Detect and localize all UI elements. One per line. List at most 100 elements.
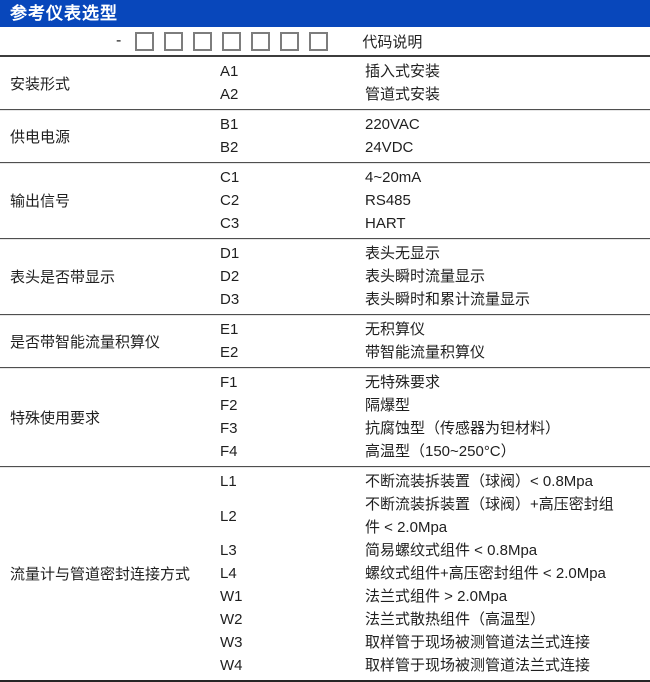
option-code: F4 <box>220 443 238 460</box>
option-row: F2 隔爆型 <box>220 394 650 417</box>
option-code: F2 <box>220 397 238 414</box>
section-options: C1 4~20mA C2 RS485 C3 HART <box>220 163 650 238</box>
option-row: C2 RS485 <box>220 189 650 212</box>
option-description: 无特殊要求 <box>365 374 441 391</box>
option-row: L3 简易螺纹式组件 < 0.8Mpa <box>220 539 650 562</box>
code-box <box>280 31 300 51</box>
option-code: E2 <box>220 344 239 361</box>
option-row: B2 24VDC <box>220 136 650 159</box>
option-row: L4 螺纹式组件+高压密封组件 < 2.0Mpa <box>220 562 650 585</box>
option-code: D2 <box>220 268 240 285</box>
option-row: W1 法兰式组件 > 2.0Mpa <box>220 585 650 608</box>
option-description: 法兰式组件 > 2.0Mpa <box>365 588 508 605</box>
code-box <box>251 31 271 51</box>
option-row: L1 不断流装拆装置（球阀）< 0.8Mpa <box>220 470 650 493</box>
option-row: A2 管道式安装 <box>220 83 650 106</box>
option-code: W3 <box>220 634 243 651</box>
option-description: 不断流装拆装置（球阀）+高压密封组件 < 2.0Mpa <box>365 496 614 536</box>
option-row: C3 HART <box>220 212 650 235</box>
selection-table: 安装形式 A1 插入式安装 A2 管道式安装 供电电源 B1 220VAC B2… <box>0 57 650 682</box>
option-row: W3 取样管于现场被测管道法兰式连接 <box>220 631 650 654</box>
selection-section: 安装形式 A1 插入式安装 A2 管道式安装 <box>0 57 650 110</box>
option-code: L2 <box>220 507 237 525</box>
option-code: A1 <box>220 63 239 80</box>
option-description: 不断流装拆装置（球阀）< 0.8Mpa <box>365 473 593 490</box>
section-category-label: 流量计与管道密封连接方式 <box>10 566 191 583</box>
option-code: B2 <box>220 139 239 156</box>
option-code: C1 <box>220 169 240 186</box>
section-options: D1 表头无显示 D2 表头瞬时流量显示 D3 表头瞬时和累计流量显示 <box>220 239 650 314</box>
option-row: A1 插入式安装 <box>220 60 650 83</box>
section-category-cell: 是否带智能流量积算仪 <box>0 315 220 367</box>
option-row: L2 不断流装拆装置（球阀）+高压密封组件 < 2.0Mpa <box>220 493 650 539</box>
selection-section: 是否带智能流量积算仪 E1 无积算仪 E2 带智能流量积算仪 <box>0 315 650 368</box>
option-description: 取样管于现场被测管道法兰式连接 <box>365 657 591 674</box>
code-box <box>309 31 329 51</box>
selection-section: 输出信号 C1 4~20mA C2 RS485 C3 HART <box>0 163 650 239</box>
section-category-cell: 表头是否带显示 <box>0 239 220 314</box>
option-code: C2 <box>220 192 240 209</box>
option-row: D2 表头瞬时流量显示 <box>220 265 650 288</box>
option-row: C1 4~20mA <box>220 166 650 189</box>
code-box <box>193 31 213 51</box>
option-code: L4 <box>220 565 237 582</box>
option-description: 表头瞬时流量显示 <box>365 268 486 285</box>
section-category-label: 表头是否带显示 <box>10 269 116 286</box>
selection-section: 表头是否带显示 D1 表头无显示 D2 表头瞬时流量显示 D3 表头瞬时和累计流… <box>0 239 650 315</box>
option-description: 隔爆型 <box>365 397 411 414</box>
option-code: W4 <box>220 657 243 674</box>
section-category-cell: 安装形式 <box>0 57 220 109</box>
option-row: F4 高温型（150~250°C） <box>220 440 650 463</box>
section-category-cell: 特殊使用要求 <box>0 368 220 466</box>
option-description: 无积算仪 <box>365 321 426 338</box>
section-category-cell: 流量计与管道密封连接方式 <box>0 467 220 680</box>
option-code: L1 <box>220 473 237 490</box>
option-description: 管道式安装 <box>365 86 441 103</box>
section-category-label: 安装形式 <box>10 75 71 93</box>
option-row: F1 无特殊要求 <box>220 371 650 394</box>
option-row: E1 无积算仪 <box>220 318 650 341</box>
option-description: 插入式安装 <box>365 63 441 80</box>
option-row: F3 抗腐蚀型（传感器为钽材料） <box>220 417 650 440</box>
option-row: W2 法兰式散热组件（高温型） <box>220 608 650 631</box>
section-category-cell: 供电电源 <box>0 110 220 162</box>
option-description: 简易螺纹式组件 < 0.8Mpa <box>365 542 538 559</box>
option-row: D3 表头瞬时和累计流量显示 <box>220 288 650 311</box>
code-box <box>135 31 155 51</box>
page-title: 参考仪表选型 <box>10 4 118 23</box>
section-category-cell: 输出信号 <box>0 163 220 238</box>
section-options: L1 不断流装拆装置（球阀）< 0.8Mpa L2 不断流装拆装置（球阀）+高压… <box>220 467 650 680</box>
section-options: F1 无特殊要求 F2 隔爆型 F3 抗腐蚀型（传感器为钽材料） F4 高温型（… <box>220 368 650 466</box>
code-box <box>222 31 242 51</box>
option-description: 表头无显示 <box>365 245 441 262</box>
code-description-label: 代码说明 <box>362 33 423 51</box>
option-row: D1 表头无显示 <box>220 242 650 265</box>
option-code: W1 <box>220 588 243 605</box>
option-code: B1 <box>220 116 239 133</box>
option-code: E1 <box>220 321 239 338</box>
option-description: 法兰式散热组件（高温型） <box>365 611 546 628</box>
option-row: W4 取样管于现场被测管道法兰式连接 <box>220 654 650 677</box>
section-options: A1 插入式安装 A2 管道式安装 <box>220 57 650 109</box>
code-box <box>164 31 184 51</box>
option-description: 24VDC <box>365 139 414 156</box>
option-code: F3 <box>220 420 238 437</box>
selection-section: 特殊使用要求 F1 无特殊要求 F2 隔爆型 F3 抗腐蚀型（传感器为钽材料） … <box>0 368 650 467</box>
option-code: D1 <box>220 245 240 262</box>
option-code: A2 <box>220 86 239 103</box>
selection-section: 供电电源 B1 220VAC B2 24VDC <box>0 110 650 163</box>
section-category-label: 输出信号 <box>10 193 71 210</box>
option-row: E2 带智能流量积算仪 <box>220 341 650 364</box>
section-category-label: 特殊使用要求 <box>10 409 101 427</box>
code-dash: - <box>116 32 122 49</box>
option-description: RS485 <box>365 192 411 209</box>
option-row: B1 220VAC <box>220 113 650 136</box>
option-description: 220VAC <box>365 116 420 133</box>
option-description: HART <box>365 215 406 232</box>
section-category-label: 是否带智能流量积算仪 <box>10 333 161 351</box>
option-code: D3 <box>220 291 240 308</box>
option-description: 抗腐蚀型（传感器为钽材料） <box>365 420 561 437</box>
section-options: B1 220VAC B2 24VDC <box>220 110 650 162</box>
option-description: 螺纹式组件+高压密封组件 < 2.0Mpa <box>365 565 606 582</box>
section-category-label: 供电电源 <box>10 128 71 146</box>
